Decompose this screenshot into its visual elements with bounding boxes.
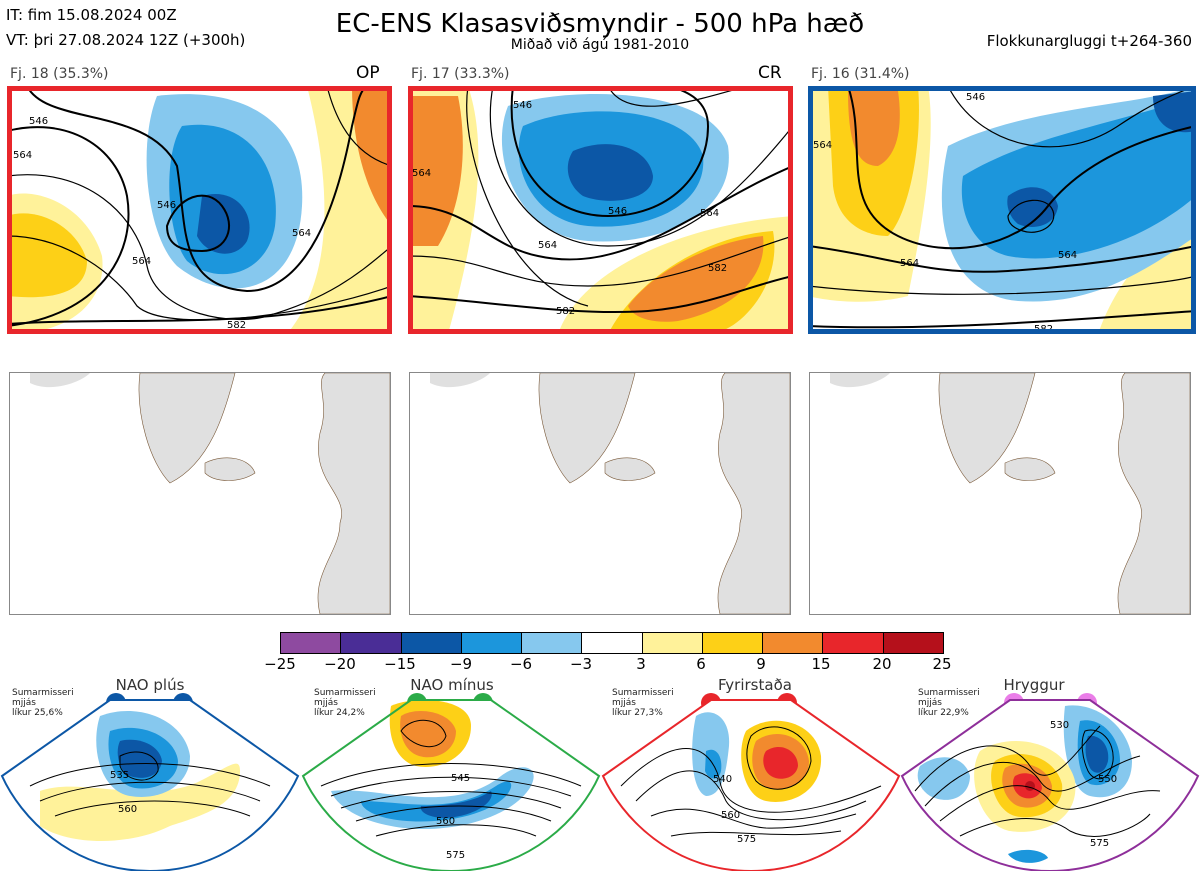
cluster-1-contour-label: 582	[227, 320, 246, 331]
cluster-2-contour-label: 582	[556, 306, 575, 317]
colorbar-swatch	[823, 633, 884, 653]
cluster-2-frame	[408, 86, 793, 334]
colorbar-tick: −25	[264, 655, 296, 673]
regime-2-title: NAO mínus	[410, 676, 494, 694]
cluster-2-contour-label: 546	[513, 100, 532, 111]
colorbar-tick: −3	[569, 655, 593, 673]
colorbar-swatch	[461, 633, 523, 653]
cluster-2-map: 546 564 564 582 582 546 564	[408, 86, 793, 334]
cluster-2-contour-label: 564	[538, 240, 557, 251]
regime-2-note: Sumarmisseri mjjás líkur 24,2%	[314, 688, 376, 718]
colorbar-swatch	[341, 633, 402, 653]
cluster-1-contour-label: 546	[157, 200, 176, 211]
regime-3-contour-label: 540	[713, 774, 732, 785]
cluster-3-contour-label: 546	[966, 92, 985, 103]
cluster-1-contour-label: 564	[292, 228, 311, 239]
regime-4-contour-label: 550	[1098, 774, 1117, 785]
colorbar	[280, 632, 944, 654]
colorbar-swatch	[401, 633, 462, 653]
classification-window: Flokkunargluggi t+264-360	[986, 32, 1192, 50]
cluster-2-contour-label: 564	[412, 168, 431, 179]
regime-1-contour-label: 560	[118, 804, 137, 815]
cluster-2-label: Fj. 17 (33.3%)	[411, 66, 510, 82]
regime-1-map: 535 560	[0, 699, 300, 871]
cluster-2-contour-label: 546	[608, 206, 627, 217]
cluster-3-frame	[808, 86, 1196, 334]
colorbar-swatch	[582, 633, 643, 653]
cluster-2-contour-label: 564	[700, 208, 719, 219]
colorbar-tick: 6	[696, 655, 706, 673]
regime-1-title: NAO plús	[115, 676, 185, 694]
regime-4-contour-label: 530	[1050, 720, 1069, 731]
colorbar-swatch	[763, 633, 824, 653]
colorbar-swatch	[883, 633, 943, 653]
blank-map-1	[9, 372, 391, 615]
cluster-3-map: 546 564 564 564 582	[808, 86, 1196, 334]
regime-3-title: Fyrirstaða	[718, 676, 792, 694]
regime-1-note: Sumarmisseri mjjás líkur 25,6%	[12, 688, 74, 718]
colorbar-tick: −15	[384, 655, 416, 673]
colorbar-swatch	[281, 633, 342, 653]
regime-3-map: 540 560 575	[601, 699, 901, 871]
cluster-3-contour-label: 564	[1058, 250, 1077, 261]
page-title: EC-ENS Klasasviðsmyndir - 500 hPa hæð	[335, 9, 865, 39]
cluster-2-tag: CR	[758, 63, 782, 83]
colorbar-swatch	[522, 633, 583, 653]
colorbar-tick: 9	[756, 655, 766, 673]
colorbar-swatch	[702, 633, 764, 653]
colorbar-tick: −6	[509, 655, 533, 673]
colorbar-tick: 3	[636, 655, 646, 673]
regime-1-contour-label: 535	[110, 770, 129, 781]
regime-4-map: 530 550 575	[900, 699, 1200, 871]
blank-map-3	[809, 372, 1191, 615]
regime-2-contour-label: 545	[451, 773, 470, 784]
colorbar-tick: 15	[811, 655, 831, 673]
colorbar-tick: −20	[324, 655, 356, 673]
valid-time: VT: þri 27.08.2024 12Z (+300h)	[6, 31, 246, 49]
regime-3-contour-label: 575	[737, 834, 756, 845]
colorbar-tick: 25	[932, 655, 952, 673]
regime-4-note: Sumarmisseri mjjás líkur 22,9%	[918, 688, 980, 718]
cluster-1-contour-label: 546	[29, 116, 48, 127]
colorbar-swatch	[642, 633, 703, 653]
cluster-3-label: Fj. 16 (31.4%)	[811, 66, 910, 82]
cluster-1-label: Fj. 18 (35.3%)	[10, 66, 109, 82]
regime-3-note: Sumarmisseri mjjás líkur 27,3%	[612, 688, 674, 718]
regime-3-contour-label: 560	[721, 810, 740, 821]
cluster-3-contour-label: 564	[813, 140, 832, 151]
colorbar-tick: −9	[449, 655, 473, 673]
regime-4-title: Hryggur	[1003, 676, 1065, 694]
regime-4-contour-label: 575	[1090, 838, 1109, 849]
blank-map-2	[409, 372, 791, 615]
cluster-1-frame	[7, 86, 392, 334]
cluster-1-contour-label: 564	[13, 150, 32, 161]
cluster-1-contour-label: 564	[132, 256, 151, 267]
regime-2-contour-label: 575	[446, 850, 465, 861]
cluster-1-map: 546 564 546 564 564 582	[7, 86, 392, 334]
cluster-3-contour-label: 564	[900, 258, 919, 269]
regime-2-map: 545 560 575	[301, 699, 601, 871]
page-subtitle: Miðað við ágú 1981-2010	[510, 37, 690, 53]
cluster-1-tag: OP	[356, 63, 380, 83]
regime-2-contour-label: 560	[436, 816, 455, 827]
colorbar-tick: 20	[872, 655, 892, 673]
initial-time: IT: fim 15.08.2024 00Z	[6, 6, 177, 24]
cluster-2-contour-label: 582	[708, 263, 727, 274]
